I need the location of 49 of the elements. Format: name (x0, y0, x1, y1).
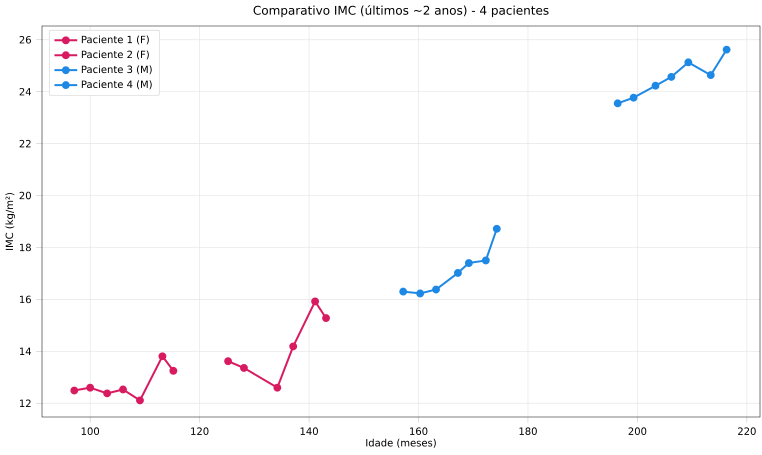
x-tick-label: 200 (628, 427, 646, 435)
point (722, 46, 731, 54)
y-tick-label: 20 (20, 192, 31, 200)
point (224, 357, 232, 366)
point (464, 259, 473, 267)
y-tick-label: 22 (20, 140, 31, 148)
point (273, 384, 282, 392)
point (684, 58, 692, 66)
point (652, 82, 660, 90)
point (289, 342, 298, 350)
point (706, 71, 715, 80)
x-tick-label: 220 (738, 427, 756, 435)
point (432, 286, 440, 294)
legend-label: Paciente 3 (M) (82, 65, 152, 74)
y-axis-title: IMC (kg/m²) (5, 192, 16, 250)
point (136, 396, 144, 404)
point (70, 386, 78, 394)
point (492, 224, 501, 233)
point (614, 99, 622, 108)
point (311, 298, 320, 306)
point (240, 364, 248, 372)
y-tick-label: 26 (20, 36, 31, 44)
point (454, 268, 462, 277)
y-tick-label: 24 (20, 88, 32, 96)
point (322, 314, 330, 322)
y-tick-label: 18 (20, 244, 31, 252)
x-tick-label: 100 (82, 427, 100, 435)
y-tick-label: 16 (20, 296, 31, 304)
point (399, 288, 408, 296)
x-axis-title: Idade (meses) (366, 438, 436, 448)
point (103, 389, 112, 398)
point (86, 384, 94, 392)
point (169, 366, 178, 375)
legend-label: Paciente 1 (F) (82, 36, 149, 44)
point (158, 352, 166, 360)
point (416, 289, 424, 298)
legend-label: Paciente 4 (M) (82, 80, 152, 90)
y-tick-label: 14 (20, 348, 32, 355)
chart-title: Comparativo IMC (últimos ~2 anos) - 4 pacientes (254, 5, 549, 18)
x-tick-label: 140 (300, 427, 318, 435)
x-tick-label: 160 (410, 427, 428, 435)
point (482, 256, 490, 264)
point (119, 386, 127, 394)
x-tick-label: 180 (520, 427, 537, 435)
point (667, 72, 676, 81)
y-tick-label: 12 (20, 400, 31, 407)
legend-label: Paciente 2 (F) (82, 50, 149, 60)
point (630, 94, 638, 102)
x-tick-label: 120 (191, 427, 208, 435)
